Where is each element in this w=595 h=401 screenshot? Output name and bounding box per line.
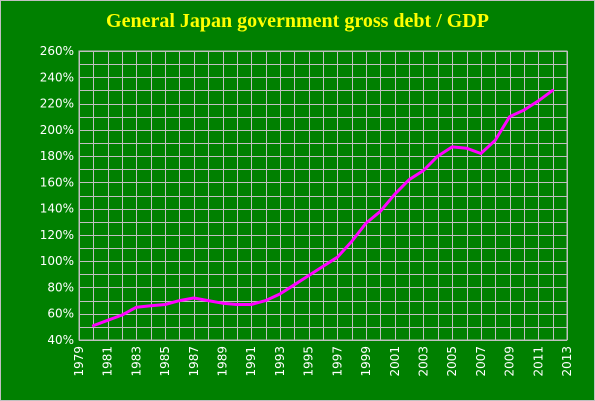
data-point bbox=[508, 115, 511, 118]
data-point bbox=[235, 303, 239, 306]
x-tick-label: 1983 bbox=[129, 346, 143, 377]
data-point bbox=[494, 139, 497, 142]
y-tick-label: 180% bbox=[40, 149, 74, 163]
data-point bbox=[178, 299, 181, 302]
grid-layer bbox=[78, 50, 568, 341]
data-point bbox=[364, 221, 368, 225]
data-point bbox=[106, 319, 109, 322]
x-tick-label: 1993 bbox=[273, 346, 287, 377]
data-point bbox=[264, 299, 267, 302]
x-tick-label: 1981 bbox=[101, 346, 115, 377]
x-tick-label: 2005 bbox=[445, 346, 459, 377]
x-tick-label: 1995 bbox=[302, 346, 316, 377]
y-tick-label: 40% bbox=[47, 333, 74, 347]
y-tick-label: 260% bbox=[40, 44, 74, 58]
x-tick-label: 1987 bbox=[187, 346, 201, 377]
data-point bbox=[321, 265, 325, 268]
y-tick-label: 160% bbox=[40, 175, 74, 189]
data-point bbox=[450, 145, 454, 149]
y-tick-label: 60% bbox=[47, 307, 74, 321]
data-point bbox=[379, 210, 382, 213]
data-point bbox=[537, 99, 540, 103]
data-point bbox=[92, 324, 95, 327]
data-point bbox=[206, 299, 210, 302]
axis-layer: 40% 60% 80% 100% 120% 140% 160% 180% 200% 220% 240… bbox=[40, 44, 574, 377]
y-tick-label: 120% bbox=[40, 228, 74, 242]
data-point bbox=[149, 304, 152, 308]
chart-title: General Japan government gross debt / GD… bbox=[106, 10, 489, 32]
data-point bbox=[250, 303, 253, 306]
data-point bbox=[522, 108, 526, 112]
data-point bbox=[551, 89, 554, 92]
data-point bbox=[192, 296, 196, 300]
data-point bbox=[422, 169, 425, 172]
data-point bbox=[120, 313, 124, 317]
data-point bbox=[465, 147, 468, 150]
data-point bbox=[407, 178, 411, 181]
data-point bbox=[350, 240, 353, 243]
y-tick-label: 80% bbox=[47, 280, 74, 294]
data-point bbox=[293, 283, 296, 287]
y-tick-label: 200% bbox=[40, 123, 74, 137]
x-tick-label: 1989 bbox=[216, 346, 230, 377]
x-tick-label: 2003 bbox=[416, 346, 430, 377]
x-tick-label: 1997 bbox=[330, 346, 344, 377]
y-tick-label: 220% bbox=[40, 97, 74, 111]
series-layer bbox=[91, 88, 555, 328]
data-point bbox=[278, 292, 282, 296]
y-tick-label: 100% bbox=[40, 254, 74, 268]
y-tick-label: 240% bbox=[40, 70, 74, 84]
x-tick-label: 2009 bbox=[503, 346, 517, 377]
data-point bbox=[221, 302, 224, 305]
data-point bbox=[307, 274, 310, 277]
x-tick-label: 2011 bbox=[531, 346, 545, 377]
x-tick-label: 1999 bbox=[359, 346, 373, 377]
x-tick-label: 2013 bbox=[560, 346, 574, 377]
x-tick-label: 2001 bbox=[388, 346, 402, 377]
x-tick-label: 1979 bbox=[72, 346, 86, 377]
x-tick-label: 1985 bbox=[158, 346, 172, 377]
data-point bbox=[436, 154, 440, 158]
data-point bbox=[479, 152, 483, 155]
x-tick-label: 1991 bbox=[244, 346, 258, 377]
data-point bbox=[393, 192, 396, 196]
y-tick-label: 140% bbox=[40, 202, 74, 216]
data-point bbox=[135, 305, 138, 309]
data-point bbox=[336, 256, 339, 259]
data-point bbox=[163, 303, 167, 306]
x-tick-label: 2007 bbox=[474, 346, 488, 377]
